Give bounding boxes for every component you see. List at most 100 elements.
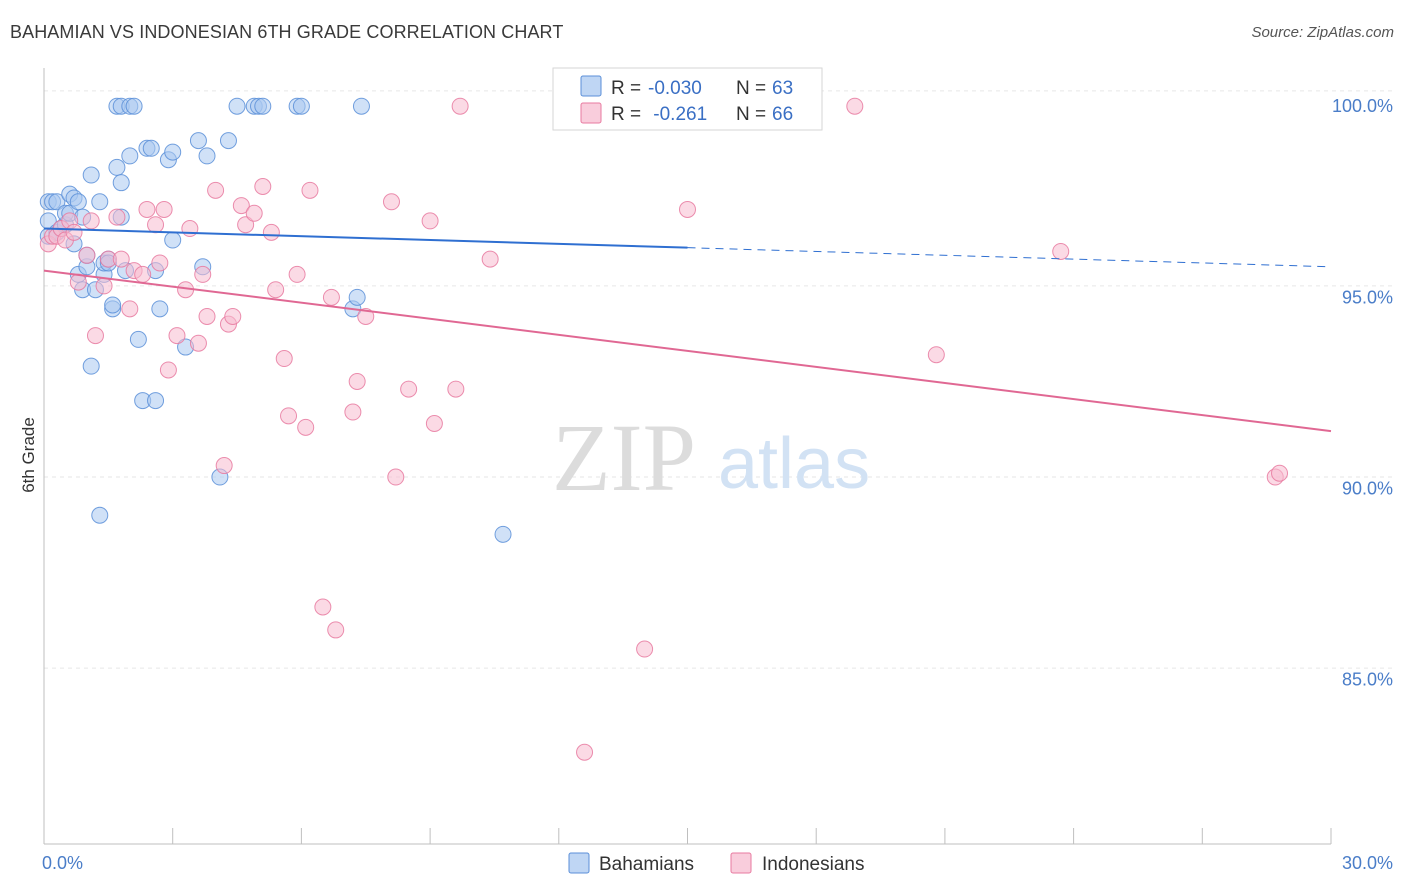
- point-indonesians-28: [198, 307, 216, 325]
- point-indonesians-65: [1271, 464, 1289, 482]
- point-bahamians-29: [104, 296, 122, 314]
- point-bahamians-13: [69, 193, 87, 211]
- point-indonesians-63: [1052, 242, 1070, 260]
- point-indonesians-20: [151, 254, 169, 272]
- point-indonesians-62: [927, 346, 945, 364]
- legend-top-r-value-bahamians: -0.030: [648, 78, 702, 99]
- point-indonesians-49: [357, 307, 375, 325]
- point-bahamians-45: [151, 300, 169, 318]
- point-indonesians-60: [679, 200, 696, 218]
- point-indonesians-17: [134, 265, 152, 283]
- point-indonesians-37: [262, 223, 280, 241]
- point-bahamians-50: [189, 132, 207, 150]
- point-indonesians-10: [86, 327, 104, 345]
- point-bahamians-48: [164, 231, 182, 249]
- point-bahamians-42: [142, 139, 160, 157]
- point-indonesians-46: [327, 621, 345, 639]
- point-indonesians-61: [846, 97, 864, 115]
- legend-top-n-value-bahamians: 63: [772, 78, 793, 99]
- y-tick-label-0: 100.0%: [1332, 96, 1393, 116]
- point-indonesians-58: [576, 743, 594, 761]
- point-indonesians-44: [314, 598, 332, 616]
- x-tick-label-0: 0.0%: [42, 853, 83, 873]
- point-indonesians-41: [297, 418, 315, 436]
- point-indonesians-39: [275, 350, 293, 368]
- point-indonesians-36: [254, 178, 272, 196]
- y-tick-label-1: 95.0%: [1342, 287, 1393, 307]
- trendline-bahamians: [43, 227, 688, 249]
- point-indonesians-9: [82, 212, 100, 230]
- point-indonesians-14: [112, 250, 130, 268]
- point-indonesians-13: [108, 208, 126, 226]
- y-tick-labels: 100.0% 95.0% 90.0% 85.0%: [1332, 96, 1393, 689]
- point-bahamians-55: [228, 97, 246, 115]
- point-indonesians-57: [481, 250, 499, 268]
- point-indonesians-47: [344, 403, 362, 421]
- point-bahamians-58: [254, 97, 272, 115]
- point-bahamians-39: [129, 330, 147, 348]
- point-indonesians-33: [232, 197, 250, 215]
- legend-top-r-label-indonesians: R =: [611, 104, 646, 125]
- point-bahamians-54: [219, 132, 237, 150]
- y-axis-title: 6th Grade: [19, 417, 38, 493]
- legend-top-n-label-indonesians: N =: [736, 104, 771, 125]
- point-indonesians-45: [322, 288, 340, 306]
- point-indonesians-55: [447, 380, 465, 398]
- point-bahamians-43: [147, 392, 165, 410]
- legend-top-n-label-bahamians: N =: [736, 78, 771, 99]
- point-indonesians-50: [382, 193, 400, 211]
- point-indonesians-32: [224, 307, 242, 325]
- trendline-indonesians: [43, 269, 1332, 433]
- point-bahamians-47: [164, 143, 182, 161]
- legend-bottom-label-indonesians: Indonesians: [762, 854, 864, 875]
- point-indonesians-30: [215, 457, 233, 475]
- legend-top-swatch-bahamians: [580, 75, 602, 97]
- point-indonesians-15: [121, 300, 139, 318]
- point-bahamians-4: [48, 193, 66, 211]
- point-indonesians-26: [189, 334, 207, 352]
- point-indonesians-56: [451, 97, 469, 115]
- chart-title: BAHAMIAN VS INDONESIAN 6TH GRADE CORRELA…: [10, 22, 564, 42]
- x-tick-label-1: 30.0%: [1342, 853, 1393, 873]
- x-tick-labels: 0.0% 30.0%: [42, 853, 1393, 873]
- point-bahamians-63: [348, 288, 366, 306]
- grid-layer: [44, 90, 1395, 669]
- legend-top-swatch-indonesians: [580, 102, 602, 124]
- point-indonesians-48: [348, 372, 366, 390]
- point-indonesians-54: [425, 415, 443, 433]
- point-indonesians-11: [95, 277, 113, 295]
- point-indonesians-52: [400, 380, 418, 398]
- chart-source: Source: ZipAtlas.com: [1251, 24, 1394, 41]
- legend-bottom-label-bahamians: Bahamians: [599, 854, 694, 875]
- point-bahamians-19: [82, 357, 100, 375]
- point-bahamians-22: [91, 506, 109, 524]
- point-indonesians-38: [267, 281, 285, 299]
- point-indonesians-19: [147, 216, 165, 234]
- point-bahamians-60: [292, 97, 310, 115]
- points-layer: [39, 97, 1289, 761]
- point-indonesians-25: [181, 220, 199, 238]
- legend-top-r-value-indonesians: -0.261: [648, 104, 707, 125]
- legend-top: R = -0.030 N = 63 R = -0.261 N = 66: [552, 67, 823, 131]
- point-indonesians-53: [421, 212, 439, 230]
- point-indonesians-59: [636, 640, 654, 658]
- legend-top-r-label-bahamians: R =: [611, 78, 646, 99]
- legend-bottom: Bahamians Indonesians: [568, 852, 864, 875]
- point-indonesians-21: [155, 200, 173, 218]
- point-indonesians-51: [387, 468, 405, 486]
- point-bahamians-62: [352, 97, 370, 115]
- point-bahamians-64: [494, 525, 512, 543]
- watermark-zip: ZIP: [552, 404, 696, 511]
- trend-layer: [43, 227, 1332, 433]
- point-indonesians-42: [288, 265, 306, 283]
- point-indonesians-35: [245, 204, 263, 222]
- y-tick-label-2: 90.0%: [1342, 478, 1393, 498]
- point-indonesians-34: [237, 216, 255, 234]
- point-indonesians-29: [207, 181, 225, 199]
- point-bahamians-52: [198, 147, 216, 165]
- trendline-bahamians-extension: [687, 247, 1332, 268]
- legend-top-n-value-indonesians: 66: [772, 104, 793, 125]
- y-tick-label-3: 85.0%: [1342, 670, 1393, 690]
- point-indonesians-40: [280, 407, 298, 425]
